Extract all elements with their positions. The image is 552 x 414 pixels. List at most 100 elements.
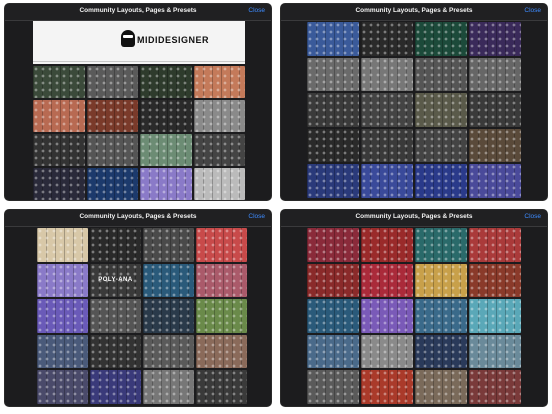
title-bar: Community Layouts, Pages & Presets Close xyxy=(281,210,547,227)
layout-thumbnail[interactable] xyxy=(307,57,359,92)
layout-thumbnail[interactable] xyxy=(37,228,88,262)
screen-title: Community Layouts, Pages & Presets xyxy=(79,7,197,14)
layout-thumbnail[interactable] xyxy=(86,134,138,166)
layout-thumbnail[interactable] xyxy=(140,66,192,98)
layout-thumbnail[interactable] xyxy=(196,299,247,333)
layout-thumbnail[interactable] xyxy=(361,22,413,56)
layout-thumbnail[interactable] xyxy=(361,370,413,404)
layout-thumbnail[interactable] xyxy=(469,93,521,127)
layout-thumbnail[interactable] xyxy=(361,57,413,92)
layout-thumbnail[interactable] xyxy=(143,263,194,298)
layout-thumbnail[interactable] xyxy=(307,263,359,298)
layout-thumbnail[interactable] xyxy=(143,334,194,369)
layout-thumbnail[interactable] xyxy=(140,100,192,132)
layout-thumbnail[interactable] xyxy=(469,334,521,369)
layout-thumbnail[interactable] xyxy=(469,299,521,333)
layout-thumbnail[interactable] xyxy=(361,299,413,333)
layout-grid xyxy=(307,22,521,198)
layout-thumbnail[interactable] xyxy=(33,66,85,98)
layout-thumbnail[interactable] xyxy=(196,228,247,262)
layout-thumbnail[interactable] xyxy=(307,370,359,404)
layout-thumbnail[interactable] xyxy=(415,128,467,163)
layout-thumbnail[interactable] xyxy=(415,299,467,333)
close-button[interactable]: Close xyxy=(524,213,541,220)
layout-thumbnail[interactable] xyxy=(196,334,247,369)
layout-thumbnail[interactable] xyxy=(307,128,359,163)
layout-thumbnail[interactable] xyxy=(193,134,245,166)
layout-thumbnail[interactable] xyxy=(33,134,85,166)
layout-thumbnail[interactable] xyxy=(37,370,88,404)
close-button[interactable]: Close xyxy=(524,7,541,14)
thumbnail-label: POLY-ANA xyxy=(98,277,133,284)
layout-thumbnail[interactable] xyxy=(90,299,141,333)
layout-thumbnail[interactable] xyxy=(86,66,138,98)
screen-title: Community Layouts, Pages & Presets xyxy=(355,7,473,14)
screen-3: Community Layouts, Pages & Presets Close… xyxy=(5,210,271,406)
layout-thumbnail[interactable] xyxy=(361,128,413,163)
layout-thumbnail[interactable] xyxy=(193,168,245,200)
layout-thumbnail[interactable] xyxy=(415,57,467,92)
title-bar: Community Layouts, Pages & Presets Close xyxy=(5,210,271,227)
layout-thumbnail[interactable] xyxy=(415,164,467,198)
layout-thumbnail[interactable] xyxy=(469,57,521,92)
layout-thumbnail[interactable] xyxy=(143,299,194,333)
title-bar: Community Layouts, Pages & Presets Close xyxy=(281,4,547,21)
layout-thumbnail[interactable] xyxy=(307,164,359,198)
layout-thumbnail[interactable] xyxy=(37,299,88,333)
layout-thumbnail[interactable] xyxy=(90,228,141,262)
divider xyxy=(33,61,245,62)
layout-thumbnail[interactable] xyxy=(196,263,247,298)
screen-1: Community Layouts, Pages & Presets Close… xyxy=(5,4,271,200)
layout-thumbnail[interactable] xyxy=(361,334,413,369)
layout-thumbnail[interactable] xyxy=(469,370,521,404)
logo-text: MIDIDESIGNER xyxy=(137,35,210,45)
layout-thumbnail[interactable] xyxy=(140,168,192,200)
layout-thumbnail[interactable] xyxy=(469,263,521,298)
close-button[interactable]: Close xyxy=(248,7,265,14)
layout-thumbnail[interactable] xyxy=(307,22,359,56)
layout-grid: POLY-ANA xyxy=(37,228,247,404)
layout-thumbnail[interactable] xyxy=(86,100,138,132)
screen-4: Community Layouts, Pages & Presets Close xyxy=(281,210,547,406)
layout-thumbnail[interactable] xyxy=(361,93,413,127)
layout-thumbnail[interactable] xyxy=(415,370,467,404)
layout-thumbnail[interactable] xyxy=(307,228,359,262)
layout-thumbnail[interactable] xyxy=(469,228,521,262)
layout-thumbnail[interactable] xyxy=(90,334,141,369)
layout-grid xyxy=(33,66,245,200)
layout-thumbnail[interactable] xyxy=(33,100,85,132)
layout-thumbnail[interactable] xyxy=(143,228,194,262)
layout-thumbnail[interactable] xyxy=(90,370,141,404)
layout-thumbnail[interactable] xyxy=(196,370,247,404)
layout-thumbnail[interactable] xyxy=(143,370,194,404)
layout-thumbnail[interactable] xyxy=(193,100,245,132)
layout-thumbnail[interactable] xyxy=(193,66,245,98)
layout-thumbnail[interactable] xyxy=(361,228,413,262)
layout-thumbnail[interactable] xyxy=(469,22,521,56)
layout-thumbnail[interactable] xyxy=(33,168,85,200)
layout-thumbnail[interactable] xyxy=(469,164,521,198)
layout-thumbnail[interactable] xyxy=(415,263,467,298)
layout-thumbnail[interactable] xyxy=(37,263,88,298)
layout-thumbnail[interactable] xyxy=(307,334,359,369)
layout-thumbnail[interactable] xyxy=(361,164,413,198)
layout-thumbnail[interactable] xyxy=(140,134,192,166)
layout-thumbnail[interactable] xyxy=(86,168,138,200)
helmet-logo-icon xyxy=(121,30,135,47)
close-button[interactable]: Close xyxy=(248,213,265,220)
screen-title: Community Layouts, Pages & Presets xyxy=(355,213,473,220)
screen-title: Community Layouts, Pages & Presets xyxy=(79,213,197,220)
layout-thumbnail[interactable] xyxy=(37,334,88,369)
layout-grid xyxy=(307,228,521,404)
layout-thumbnail[interactable] xyxy=(415,93,467,127)
layout-thumbnail[interactable] xyxy=(469,128,521,163)
layout-thumbnail[interactable] xyxy=(415,334,467,369)
layout-thumbnail[interactable] xyxy=(415,228,467,262)
title-bar: Community Layouts, Pages & Presets Close xyxy=(5,4,271,21)
layout-thumbnail[interactable] xyxy=(415,22,467,56)
layout-thumbnail[interactable]: POLY-ANA xyxy=(90,263,141,298)
layout-thumbnail[interactable] xyxy=(361,263,413,298)
logo-banner: MIDIDESIGNER xyxy=(33,21,245,64)
layout-thumbnail[interactable] xyxy=(307,299,359,333)
layout-thumbnail[interactable] xyxy=(307,93,359,127)
